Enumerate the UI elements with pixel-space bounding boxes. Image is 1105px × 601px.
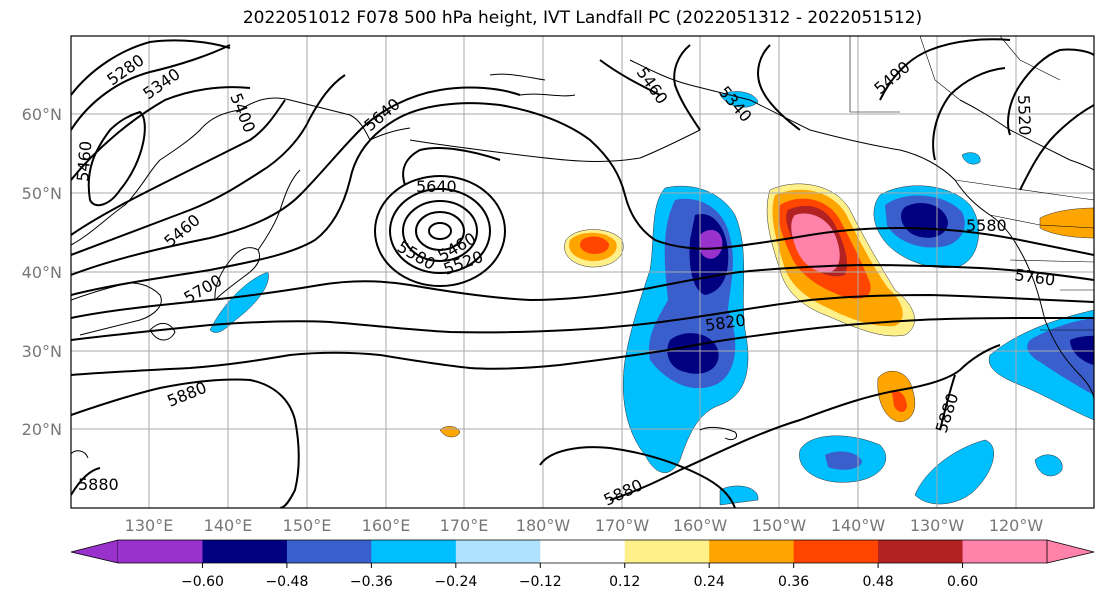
lon-label: 120°W: [989, 516, 1044, 535]
map-frame: [70, 35, 1095, 509]
colorbar-cell: [540, 540, 626, 563]
colorbar-extend-left: [70, 539, 119, 564]
colorbar-cell: [962, 540, 1048, 563]
ivt-negative-anomaly-south-3: [1034, 454, 1063, 477]
colorbar-tick-label: 0.36: [778, 574, 809, 590]
lat-label-20n: 20°N: [22, 420, 62, 439]
lat-label-50n: 50°N: [22, 184, 62, 203]
lat-label-40n: 40°N: [22, 263, 62, 282]
colorbar-cell: [793, 540, 879, 563]
ivt-positive-anomaly-west-core: [580, 236, 610, 254]
lon-label: 170°E: [440, 516, 489, 535]
contour-label: 5640: [416, 177, 457, 196]
colorbar-cell: [878, 540, 964, 563]
colorbar-tick-label: 0.24: [694, 574, 725, 590]
ivt-positive-anomaly-east: [1039, 207, 1094, 239]
colorbar-cell: [371, 540, 457, 563]
latitude-labels: 60°N 50°N 40°N 30°N 20°N: [22, 105, 62, 439]
colorbar: −0.60 −0.48 −0.36 −0.24 −0.12 0.12 0.24 0.36 0.4…: [70, 539, 1095, 590]
lat-label-60n: 60°N: [22, 105, 62, 124]
ivt-negative-anomaly-japan: [209, 271, 269, 333]
colorbar-cell: [624, 540, 710, 563]
ivt-negative-anomaly-coast: [961, 152, 981, 165]
lon-label: 150°E: [283, 516, 332, 535]
contour-label: 5580: [966, 216, 1007, 235]
colorbar-tick-label: −0.12: [519, 574, 562, 590]
colorbar-cell: [709, 540, 795, 563]
ivt-positive-anomaly-south-core: [892, 390, 907, 412]
lon-label: 180°W: [516, 516, 571, 535]
lon-label: 160°W: [673, 516, 728, 535]
ivt-negative-anomaly-south-2: [914, 439, 994, 505]
contour-label: 5880: [78, 475, 119, 494]
contour-label: 5460: [73, 140, 95, 182]
colorbar-cell: [455, 540, 541, 563]
ivt-positive-anomaly-main-max: [791, 213, 840, 273]
contour-label: 5520: [1014, 94, 1034, 135]
lon-label: 130°E: [125, 516, 174, 535]
lon-label: 170°W: [595, 516, 650, 535]
ivt-negative-anomaly-alaska: [719, 91, 759, 108]
colorbar-tick-label: −0.24: [434, 574, 477, 590]
ivt-negative-anomaly-south-1-inner: [825, 451, 862, 470]
ivt-negative-anomaly-central-max: [700, 229, 723, 259]
colorbar-tick-label: 0.12: [609, 574, 640, 590]
lon-label: 130°W: [910, 516, 965, 535]
coastlines: [71, 59, 1094, 459]
ivt-shading: [209, 91, 1094, 506]
lat-label-30n: 30°N: [22, 342, 62, 361]
gridlines: [71, 36, 1094, 508]
ivt-negative-anomaly-south-4: [719, 485, 759, 506]
colorbar-tick-label: 0.48: [863, 574, 894, 590]
lon-label: 140°W: [831, 516, 886, 535]
colorbar-tick-label: 0.60: [947, 574, 978, 590]
ivt-negative-anomaly-southeast-inner: [1027, 318, 1094, 395]
colorbar-tick-label: −0.48: [265, 574, 308, 590]
colorbar-cell: [286, 540, 372, 563]
map-title: 2022051012 F078 500 hPa height, IVT Land…: [242, 8, 923, 28]
lon-label: 140°E: [204, 516, 253, 535]
political-borders: [849, 36, 1094, 331]
height-contours: [71, 38, 1094, 508]
colorbar-extend-right: [1046, 539, 1095, 564]
colorbar-cell: [202, 540, 288, 563]
ivt-negative-anomaly-southeast-core: [1070, 335, 1094, 365]
lon-label: 160°E: [362, 516, 411, 535]
colorbar-cell: [118, 540, 203, 563]
lon-label: 150°W: [752, 516, 807, 535]
colorbar-tick-label: −0.60: [181, 574, 224, 590]
longitude-labels: 130°E 140°E 150°E 160°E 170°E 180°W 170°…: [125, 516, 1044, 535]
colorbar-tick-label: −0.36: [350, 574, 393, 590]
